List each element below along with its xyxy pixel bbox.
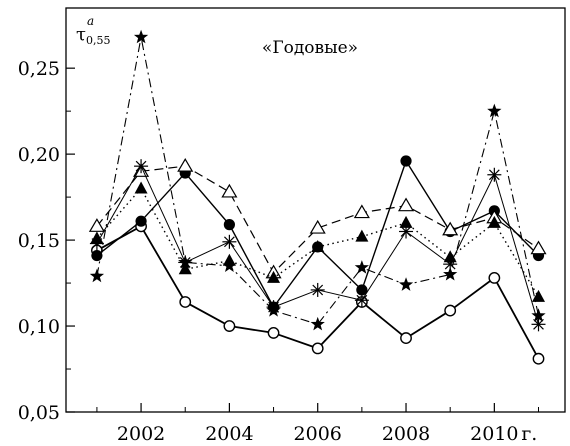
open-triangle-marker xyxy=(221,183,238,198)
y-axis-label-superscript: a xyxy=(87,14,94,28)
y-axis-label-symbol: τ xyxy=(76,24,86,45)
open-triangle-marker xyxy=(309,219,326,234)
y-tick-label: 0,10 xyxy=(18,316,60,338)
filled-circle-marker xyxy=(223,219,235,231)
plot-frame xyxy=(65,7,566,413)
star-marker xyxy=(89,268,105,283)
series-line xyxy=(96,165,539,274)
filled-circle-marker xyxy=(400,155,412,167)
series-line xyxy=(96,36,540,325)
filled-triangle-marker xyxy=(399,215,413,228)
star-marker xyxy=(531,308,546,322)
x-tick-label: 2006 xyxy=(294,423,342,445)
filled-triangle-marker xyxy=(487,215,501,228)
star-marker xyxy=(222,258,237,272)
series-layer xyxy=(88,29,547,365)
x-tick-label: 2008 xyxy=(382,423,430,445)
star-marker xyxy=(487,103,502,118)
asterisk-marker xyxy=(134,159,149,174)
star-marker xyxy=(354,260,369,274)
open-triangle-marker xyxy=(442,221,459,236)
star-marker xyxy=(133,29,149,44)
open-circle-marker xyxy=(488,272,501,284)
x-tick-label: 2002 xyxy=(117,423,165,445)
asterisk-marker xyxy=(487,167,502,182)
y-axis-label: τ0,55 xyxy=(76,24,110,47)
open-triangle-marker xyxy=(88,218,105,232)
filled-triangle-marker xyxy=(134,181,148,194)
series-6 xyxy=(89,29,546,331)
asterisk-marker xyxy=(399,224,414,239)
asterisk-stroke xyxy=(224,236,235,248)
y-tick-label: 0,20 xyxy=(18,144,60,166)
filled-circle-marker xyxy=(135,215,147,227)
x-tick-label: 2004 xyxy=(205,423,253,445)
open-circle-marker xyxy=(267,327,280,339)
star-marker xyxy=(178,254,193,269)
filled-triangle-marker xyxy=(355,229,369,242)
labels-layer: 0,05 0,10 0,15 0,20 0,25 2002 2004 2006 2008 2010… xyxy=(18,58,538,445)
star-marker xyxy=(310,316,325,331)
series-1 xyxy=(91,220,545,365)
series-line xyxy=(96,187,540,298)
asterisk-marker xyxy=(354,293,369,308)
open-circle-marker xyxy=(311,342,324,355)
open-triangle-marker xyxy=(177,157,194,172)
open-triangle-marker xyxy=(353,204,370,219)
star-marker xyxy=(443,266,458,281)
asterisk-stroke xyxy=(400,226,412,237)
asterisk-marker xyxy=(222,234,237,249)
star-marker xyxy=(266,303,281,317)
open-circle-marker xyxy=(532,352,545,365)
filled-triangle-marker xyxy=(443,250,457,263)
asterisk-marker xyxy=(310,282,325,297)
open-circle-marker xyxy=(400,332,412,344)
filled-circle-marker xyxy=(91,249,103,262)
open-circle-marker xyxy=(179,296,192,308)
x-axis-unit: г. xyxy=(521,423,537,445)
filled-triangle-marker xyxy=(311,239,325,252)
asterisk-marker xyxy=(531,317,546,332)
asterisk-stroke xyxy=(135,160,147,172)
chart-title: «Годовые» xyxy=(262,38,358,58)
y-tick-label: 0,25 xyxy=(18,58,60,80)
open-triangle-marker xyxy=(397,197,415,212)
x-tick-label: 2010 xyxy=(470,423,518,445)
open-circle-marker xyxy=(444,304,457,317)
filled-circle-marker xyxy=(356,284,368,296)
asterisk-stroke xyxy=(91,238,103,249)
ticks-layer xyxy=(66,67,540,413)
asterisk-stroke xyxy=(312,284,324,296)
filled-triangle-marker xyxy=(267,270,281,283)
open-circle-marker xyxy=(223,320,236,332)
y-tick-label: 0,15 xyxy=(18,230,60,252)
star-marker xyxy=(398,277,414,291)
y-axis-label-subscript: 0,55 xyxy=(86,34,111,47)
asterisk-stroke xyxy=(488,169,500,181)
open-triangle-marker xyxy=(530,240,547,255)
y-tick-label: 0,05 xyxy=(18,402,60,424)
filled-triangle-marker xyxy=(532,289,546,302)
asterisk-stroke xyxy=(356,294,368,306)
asterisk-marker xyxy=(89,236,104,251)
